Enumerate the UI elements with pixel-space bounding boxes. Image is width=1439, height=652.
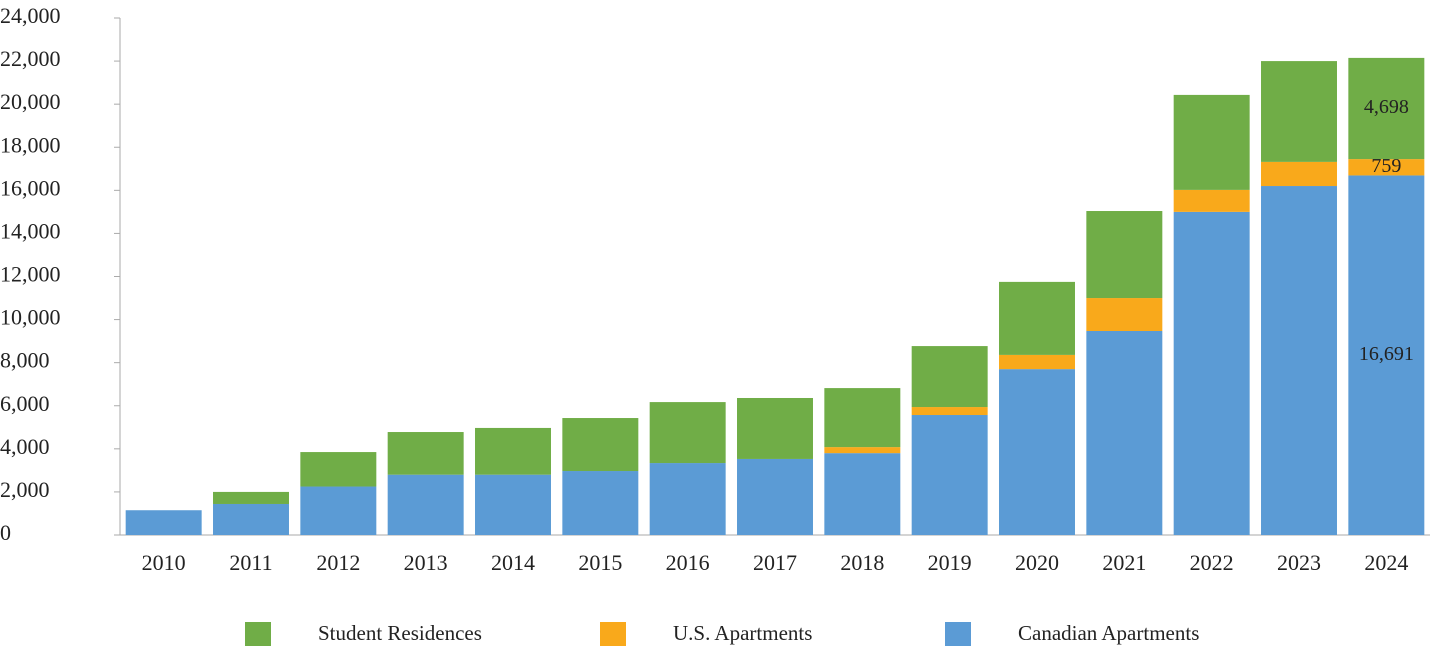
bar-segment [125, 510, 202, 535]
x-tick-label: 2013 [404, 550, 448, 575]
bar-segment [387, 432, 464, 475]
bar-segment [1086, 298, 1163, 332]
x-tick-label: 2017 [753, 550, 797, 575]
x-tick-label: 2012 [316, 550, 360, 575]
y-tick-label: 22,000 [0, 46, 61, 71]
bar-segment [475, 427, 551, 475]
legend-swatch [245, 622, 271, 646]
bar-segment [1173, 94, 1250, 190]
bar-segment [999, 369, 1075, 535]
bar-segment [649, 402, 726, 464]
y-tick-label: 18,000 [0, 132, 61, 157]
y-tick-label: 4,000 [0, 434, 50, 459]
x-tick-label: 2021 [1102, 550, 1146, 575]
bar-segment [999, 281, 1075, 355]
y-tick-label: 0 [0, 520, 11, 545]
y-tick-label: 14,000 [0, 218, 61, 243]
bar-segment [911, 346, 988, 408]
bar-segment [1348, 57, 1425, 160]
bar-segment [911, 415, 988, 535]
legend-swatch [600, 622, 626, 646]
y-tick-label: 16,000 [0, 175, 61, 200]
bar-segment [562, 418, 639, 472]
x-tick-label: 2023 [1277, 550, 1321, 575]
bar-segment [737, 397, 813, 459]
x-tick-label: 2020 [1015, 550, 1059, 575]
x-tick-label: 2018 [840, 550, 884, 575]
bar-segment [562, 471, 639, 535]
y-tick-label: 8,000 [0, 348, 50, 373]
data-label: 4,698 [1364, 96, 1409, 118]
data-label: 759 [1371, 155, 1401, 177]
bar-segment [999, 354, 1075, 370]
bar-segment [1173, 189, 1250, 212]
y-tick-label: 10,000 [0, 305, 61, 330]
y-tick-label: 6,000 [0, 391, 50, 416]
legend-swatch [945, 622, 971, 646]
bar-segment [387, 474, 464, 535]
bar-segment [824, 388, 901, 448]
bar-segment [824, 447, 901, 454]
y-tick-label: 2,000 [0, 477, 50, 502]
bar-segment [1348, 159, 1425, 176]
bar-segment [475, 474, 551, 535]
x-tick-label: 2014 [491, 550, 535, 575]
x-tick-label: 2010 [142, 550, 186, 575]
legend-label: Student Residences [318, 621, 482, 645]
y-tick-label: 12,000 [0, 262, 61, 287]
legend-label: Canadian Apartments [1018, 621, 1199, 645]
bar-segment [737, 458, 813, 535]
bar-segment [649, 463, 726, 535]
x-tick-label: 2011 [229, 550, 272, 575]
bar-segment [1086, 331, 1163, 535]
bar-segment [1173, 211, 1250, 535]
x-tick-label: 2015 [578, 550, 622, 575]
x-tick-label: 2024 [1364, 550, 1408, 575]
bar-segment [1261, 61, 1337, 162]
x-tick-label: 2016 [666, 550, 710, 575]
y-tick-label: 24,000 [0, 3, 61, 28]
bar-segment [824, 453, 901, 535]
x-tick-label: 2022 [1190, 550, 1234, 575]
bar-segment [1261, 186, 1337, 535]
legend-label: U.S. Apartments [673, 621, 812, 645]
bar-segment [300, 486, 377, 535]
bar-segment [213, 491, 289, 504]
bar-segment [1261, 161, 1337, 187]
bar-segment [213, 503, 289, 535]
bar-segment [1348, 175, 1425, 535]
y-tick-label: 20,000 [0, 89, 61, 114]
bar-segment [300, 452, 377, 487]
data-label: 16,691 [1359, 343, 1414, 365]
bar-segment [1086, 211, 1163, 299]
bar-segment [911, 407, 988, 416]
x-tick-label: 2019 [928, 550, 972, 575]
